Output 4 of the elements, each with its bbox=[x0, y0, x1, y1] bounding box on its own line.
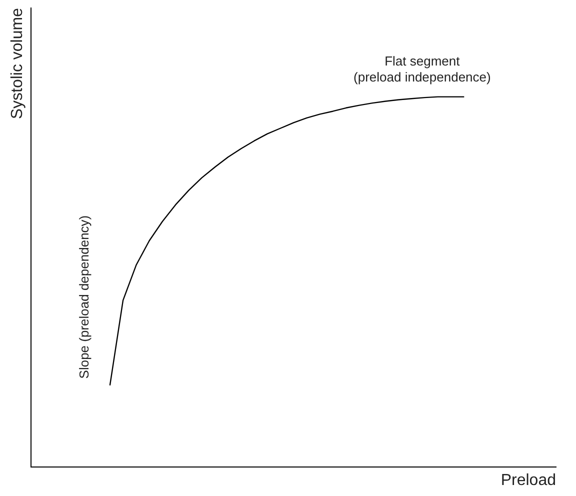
y-axis-title: Systolic volume bbox=[9, 8, 26, 120]
text: Flat segment (preload independence) bbox=[354, 54, 491, 85]
x-axis-title: Preload bbox=[500, 472, 556, 489]
annotation: Slope (preload dependency) bbox=[76, 215, 92, 379]
